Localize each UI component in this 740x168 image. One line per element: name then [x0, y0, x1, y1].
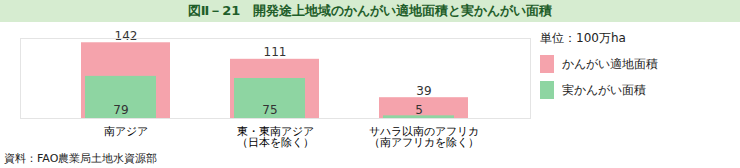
- svg-text:142: 142: [115, 29, 138, 43]
- svg-text:南アジア: 南アジア: [104, 125, 148, 138]
- svg-text:39: 39: [416, 84, 431, 98]
- svg-text:75: 75: [262, 103, 277, 117]
- svg-text:サハラ以南のアフリカ（南アフリカを除く）: サハラ以南のアフリカ（南アフリカを除く）: [369, 125, 479, 149]
- html-text:図Ⅱ－21 開発途上地域のかんがい適地面積と実かんがい面積: 図Ⅱ－21 開発途上地域のかんがい適地面積と実かんがい面積: [187, 3, 553, 18]
- svg-text:111: 111: [264, 45, 287, 59]
- html-text:資料：FAO農業局土地水資源部: 資料：FAO農業局土地水資源部: [4, 152, 158, 165]
- svg-text:79: 79: [113, 103, 128, 117]
- svg-text:東・東南アジア（日本を除く）: 東・東南アジア（日本を除く）: [237, 125, 314, 149]
- svg-text:5: 5: [415, 103, 423, 117]
- html-text:実かんがい面積: 実かんがい面積: [562, 82, 646, 97]
- html-text:かんがい適地面積: かんがい適地面積: [562, 56, 658, 71]
- html-text:単位：100万ha: 単位：100万ha: [540, 31, 626, 45]
